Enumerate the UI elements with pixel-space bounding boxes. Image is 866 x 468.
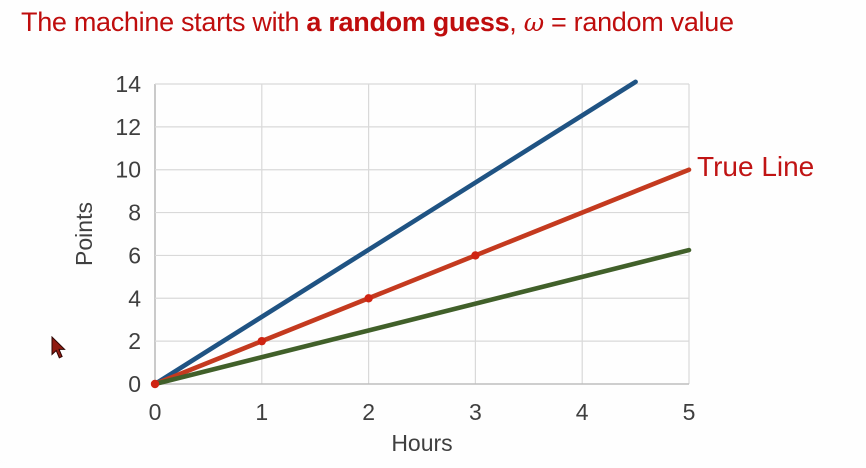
data-point-marker xyxy=(150,379,160,389)
data-point-marker xyxy=(257,336,266,346)
random-guess-line xyxy=(152,79,638,387)
y-tick-label: 14 xyxy=(115,71,141,97)
mouse-cursor-icon xyxy=(51,336,66,359)
x-tick-label: 3 xyxy=(469,399,482,425)
x-tick-label: 0 xyxy=(149,399,162,425)
x-axis-title: Hours xyxy=(391,430,452,456)
title-prefix: The machine starts with xyxy=(21,7,307,37)
data-point-marker xyxy=(364,294,373,303)
x-tick-label: 2 xyxy=(362,399,375,425)
title-suffix: = random value xyxy=(543,7,734,37)
y-tick-label: 12 xyxy=(115,114,141,140)
y-tick-label: 6 xyxy=(128,242,141,268)
x-tick-label: 1 xyxy=(255,399,268,425)
data-point-marker xyxy=(471,251,480,260)
x-tick-label: 4 xyxy=(576,399,589,425)
true-line-label: True Line xyxy=(697,151,815,182)
y-tick-label: 0 xyxy=(128,371,141,397)
y-tick-label: 10 xyxy=(115,157,141,183)
y-tick-label: 2 xyxy=(128,328,141,354)
y-axis-title: Points xyxy=(71,202,97,266)
y-tick-label: 4 xyxy=(128,285,141,311)
x-tick-label: 5 xyxy=(683,399,696,425)
title-separator: , xyxy=(509,7,524,37)
y-tick-label: 8 xyxy=(128,200,141,226)
true-line xyxy=(152,167,692,387)
omega-symbol: ω xyxy=(523,8,544,37)
slide-title: The machine starts with a random guess, … xyxy=(21,6,861,39)
lower-guess-line xyxy=(152,247,692,387)
title-bold-phrase: a random guess xyxy=(306,7,510,37)
